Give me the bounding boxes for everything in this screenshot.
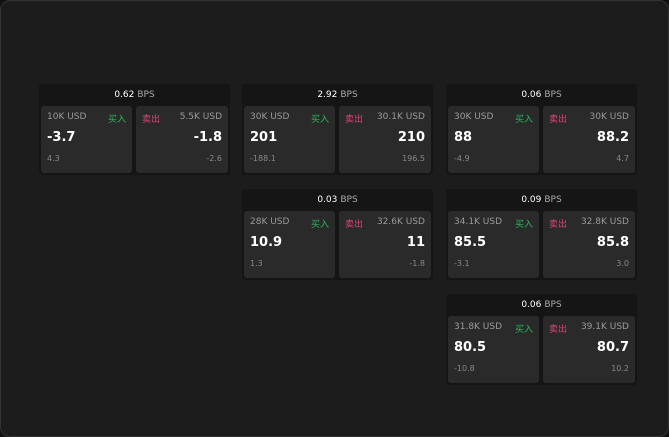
sell-label: 卖出 bbox=[549, 115, 568, 125]
buy-button[interactable]: 31.8K USD 买入 80.5 -10.8 bbox=[448, 316, 539, 383]
bid-change: -3.1 bbox=[454, 259, 470, 268]
quote-card: 2.92 BPS 30K USD 买入 201 -188.1 卖出 30.1K USD 21… bbox=[242, 84, 433, 175]
bid-change: 1.3 bbox=[250, 259, 263, 268]
bid-change: -188.1 bbox=[250, 154, 276, 163]
bid-price: -3.7 bbox=[47, 130, 76, 145]
ask-price: 80.7 bbox=[596, 340, 629, 355]
sell-button[interactable]: 卖出 32.8K USD 85.8 3.0 bbox=[543, 211, 635, 278]
sell-button[interactable]: 卖出 5.5K USD -1.8 -2.6 bbox=[136, 106, 228, 173]
spread-unit: BPS bbox=[137, 89, 155, 100]
spread-unit: BPS bbox=[340, 89, 358, 100]
spread-value: 0.06 bbox=[521, 89, 542, 100]
buy-button[interactable]: 28K USD 买入 10.9 1.3 bbox=[244, 211, 335, 278]
spread-header: 0.09 BPS bbox=[446, 189, 637, 210]
bid-price: 10.9 bbox=[250, 235, 283, 250]
spread-unit: BPS bbox=[340, 194, 358, 205]
buy-button[interactable]: 30K USD 买入 88 -4.9 bbox=[448, 106, 539, 173]
quote-card: 0.06 BPS 30K USD 买入 88 -4.9 卖出 30K USD 88.2 4.7 bbox=[446, 84, 637, 175]
ask-change: 196.5 bbox=[402, 154, 425, 163]
buy-label: 买入 bbox=[310, 220, 329, 230]
ask-size: 32.8K USD bbox=[580, 217, 629, 227]
sell-button[interactable]: 卖出 30K USD 88.2 4.7 bbox=[543, 106, 635, 173]
bid-size: 31.8K USD bbox=[454, 322, 503, 332]
buy-button[interactable]: 10K USD 买入 -3.7 4.3 bbox=[41, 106, 132, 173]
sell-label: 卖出 bbox=[345, 220, 364, 230]
ask-size: 30K USD bbox=[589, 112, 629, 122]
bid-price: 201 bbox=[250, 130, 278, 145]
spread-value: 0.62 bbox=[114, 89, 135, 100]
ask-change: -2.6 bbox=[206, 154, 222, 163]
buy-button[interactable]: 30K USD 买入 201 -188.1 bbox=[244, 106, 335, 173]
quote-card: 0.09 BPS 34.1K USD 买入 85.5 -3.1 卖出 32.8K USD 8… bbox=[446, 189, 637, 280]
bid-size: 34.1K USD bbox=[454, 217, 503, 227]
quote-card: 0.03 BPS 28K USD 买入 10.9 1.3 卖出 32.6K USD 11 -1… bbox=[242, 189, 433, 280]
ask-size: 39.1K USD bbox=[580, 322, 629, 332]
spread-value: 0.09 bbox=[521, 194, 542, 205]
bid-change: -4.9 bbox=[454, 154, 470, 163]
sell-label: 卖出 bbox=[549, 325, 568, 335]
bid-price: 88 bbox=[454, 130, 473, 145]
buy-label: 买入 bbox=[514, 115, 533, 125]
spread-header: 0.62 BPS bbox=[39, 84, 230, 105]
bid-size: 30K USD bbox=[454, 112, 494, 122]
sell-label: 卖出 bbox=[549, 220, 568, 230]
bid-size: 10K USD bbox=[47, 112, 87, 122]
ask-change: 3.0 bbox=[616, 259, 629, 268]
quote-card: 0.62 BPS 10K USD 买入 -3.7 4.3 卖出 5.5K USD -1.8 -… bbox=[39, 84, 230, 175]
ask-price: 210 bbox=[397, 130, 425, 145]
sell-label: 卖出 bbox=[142, 115, 161, 125]
ask-price: 11 bbox=[406, 235, 425, 250]
bid-size: 30K USD bbox=[250, 112, 290, 122]
buy-label: 买入 bbox=[310, 115, 329, 125]
buy-label: 买入 bbox=[514, 220, 533, 230]
bid-change: 4.3 bbox=[47, 154, 60, 163]
spread-header: 2.92 BPS bbox=[242, 84, 433, 105]
sell-button[interactable]: 卖出 32.6K USD 11 -1.8 bbox=[339, 211, 431, 278]
buy-button[interactable]: 34.1K USD 买入 85.5 -3.1 bbox=[448, 211, 539, 278]
sell-label: 卖出 bbox=[345, 115, 364, 125]
spread-unit: BPS bbox=[544, 89, 562, 100]
sell-button[interactable]: 卖出 30.1K USD 210 196.5 bbox=[339, 106, 431, 173]
spread-value: 0.06 bbox=[521, 299, 542, 310]
ask-price: -1.8 bbox=[193, 130, 222, 145]
sell-button[interactable]: 卖出 39.1K USD 80.7 10.2 bbox=[543, 316, 635, 383]
ask-price: 88.2 bbox=[596, 130, 629, 145]
buy-label: 买入 bbox=[107, 115, 126, 125]
ask-change: 10.2 bbox=[611, 364, 629, 373]
quote-card: 0.06 BPS 31.8K USD 买入 80.5 -10.8 卖出 39.1K USD… bbox=[446, 294, 637, 385]
spread-header: 0.06 BPS bbox=[446, 294, 637, 315]
spread-header: 0.03 BPS bbox=[242, 189, 433, 210]
ask-change: 4.7 bbox=[616, 154, 629, 163]
ask-size: 5.5K USD bbox=[179, 112, 222, 122]
bid-price: 85.5 bbox=[454, 235, 487, 250]
spread-unit: BPS bbox=[544, 299, 562, 310]
bid-size: 28K USD bbox=[250, 217, 290, 227]
bid-price: 80.5 bbox=[454, 340, 487, 355]
spread-value: 2.92 bbox=[317, 89, 338, 100]
spread-unit: BPS bbox=[544, 194, 562, 205]
buy-label: 买入 bbox=[514, 325, 533, 335]
bid-change: -10.8 bbox=[454, 364, 475, 373]
ask-size: 32.6K USD bbox=[376, 217, 425, 227]
spread-header: 0.06 BPS bbox=[446, 84, 637, 105]
spread-value: 0.03 bbox=[317, 194, 338, 205]
ask-change: -1.8 bbox=[409, 259, 425, 268]
ask-size: 30.1K USD bbox=[376, 112, 425, 122]
ask-price: 85.8 bbox=[596, 235, 629, 250]
